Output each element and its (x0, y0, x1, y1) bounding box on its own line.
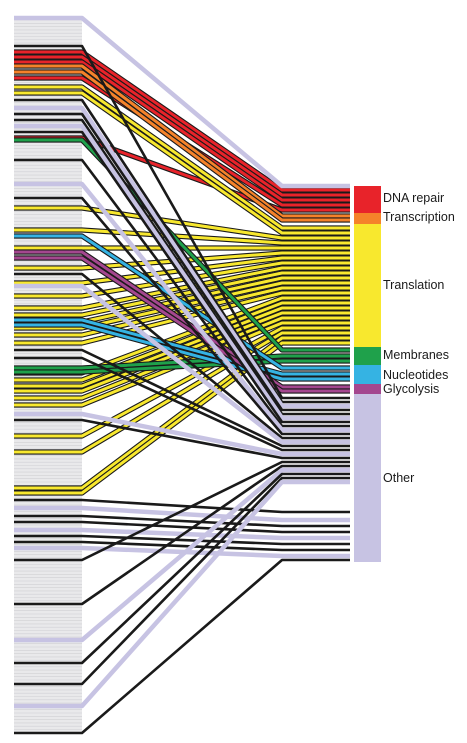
connector-nucleotides (14, 322, 350, 382)
connector-other (14, 558, 350, 735)
connector-translation (14, 84, 350, 231)
connector-lines (14, 15, 350, 735)
connector-translation (14, 340, 350, 496)
label-nucleotides: Nucleotides (383, 368, 448, 382)
connector-translation (14, 315, 350, 401)
connector-other (14, 348, 350, 448)
connector-dna-repair (14, 49, 350, 193)
connector-other (14, 105, 350, 409)
connector-other (14, 545, 350, 559)
connector-other (14, 520, 350, 534)
category-bar (354, 186, 381, 562)
connector-transcription (14, 69, 350, 223)
connector-dna-repair (14, 59, 350, 203)
connector-translation (14, 227, 350, 246)
connector-other (14, 44, 350, 400)
connector-glycolysis (14, 255, 350, 394)
connector-translation (14, 265, 350, 311)
connector-other (14, 283, 350, 445)
connector-translation (14, 260, 350, 299)
connector-other (14, 123, 350, 421)
connector-transcription (14, 63, 350, 219)
connector-other (14, 540, 350, 552)
connector-other (14, 181, 350, 433)
label-dna-repair: DNA repair (383, 191, 444, 205)
connector-other (14, 356, 350, 452)
connector-other (14, 15, 350, 189)
connector-translation (14, 300, 350, 383)
connector-translation (14, 90, 350, 236)
connector-other (14, 534, 350, 546)
connector-other (14, 514, 350, 528)
connector-other (14, 418, 350, 460)
connector-other (14, 460, 350, 562)
category-bar-other (354, 394, 381, 562)
connector-other (14, 196, 350, 436)
label-membranes: Membranes (383, 348, 449, 362)
connector-translation (14, 285, 350, 338)
category-bar-translation (354, 224, 381, 347)
category-bar-membranes (354, 347, 381, 365)
connector-translation (14, 330, 350, 455)
label-glycolysis: Glycolysis (383, 382, 439, 396)
connector-other (14, 118, 350, 416)
category-labels: DNA repair Transcription Translation Membra… (383, 191, 455, 485)
category-bar-glycolysis (354, 384, 381, 394)
connector-translation (14, 335, 350, 491)
connector-other (14, 472, 350, 665)
connector-other (14, 411, 350, 457)
connector-other (14, 158, 350, 428)
connector-other (14, 479, 350, 709)
connector-other (14, 467, 350, 643)
connector-other (14, 476, 350, 686)
category-bar-nucleotides (354, 365, 381, 384)
connector-other (14, 505, 350, 523)
connector-other (14, 498, 350, 514)
connector-other (14, 272, 350, 440)
connector-other (14, 130, 350, 424)
connector-nucleotides (14, 317, 350, 377)
connector-dna-repair (14, 54, 350, 198)
connector-nucleotides (14, 233, 350, 371)
connector-translation (14, 325, 350, 439)
connector-other (14, 98, 350, 404)
connector-membranes (14, 137, 350, 353)
category-bar-dna-repair (354, 186, 381, 213)
connector-other (14, 112, 350, 412)
label-transcription: Transcription (383, 210, 455, 224)
category-bar-transcription (354, 213, 381, 224)
label-other: Other (383, 471, 414, 485)
connector-other (14, 464, 350, 606)
connector-glycolysis (14, 249, 350, 390)
label-translation: Translation (383, 278, 444, 292)
